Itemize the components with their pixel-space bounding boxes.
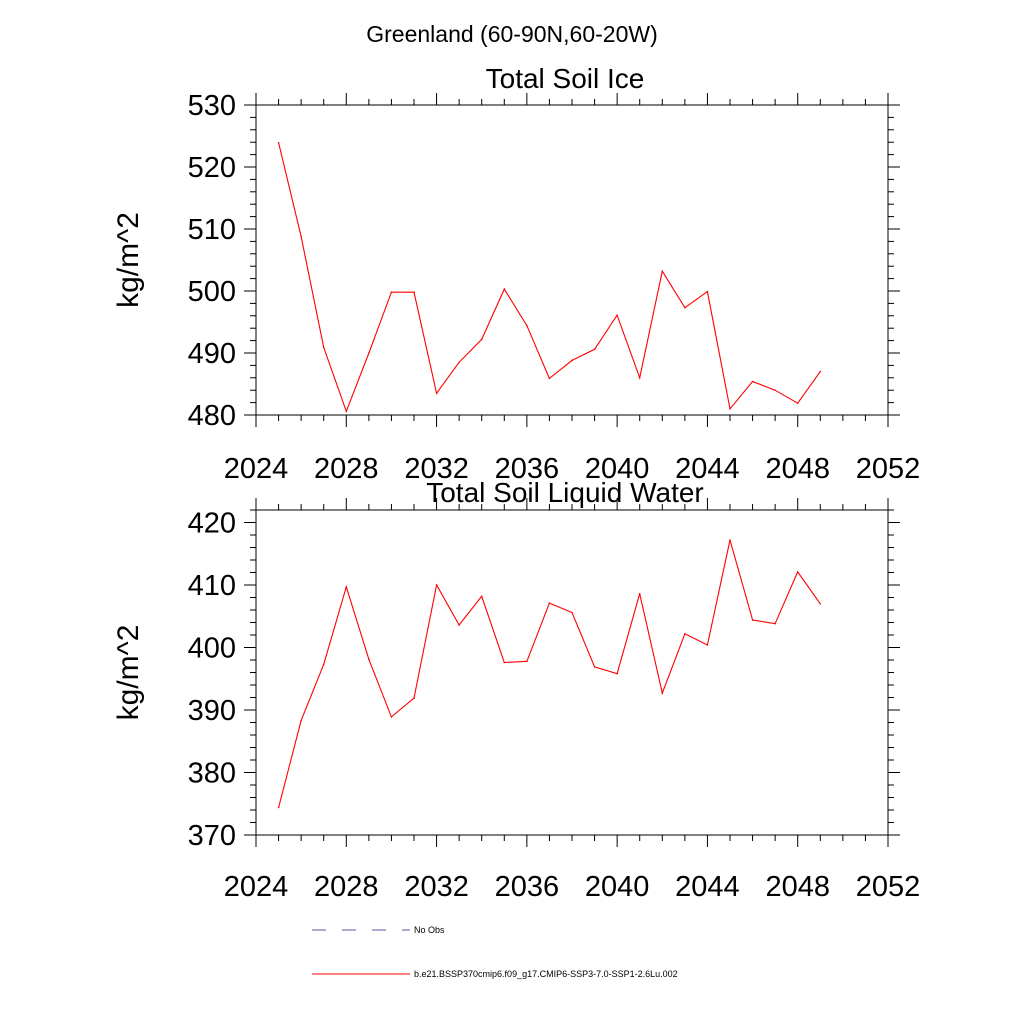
data-point — [277, 142, 280, 144]
data-point — [413, 697, 415, 699]
panel-title: Total Soil Liquid Water — [426, 477, 704, 508]
x-tick-label: 2040 — [585, 453, 650, 485]
data-point — [684, 633, 686, 635]
data-point — [322, 663, 325, 666]
data-point — [774, 622, 776, 625]
x-tick-label: 2048 — [765, 871, 830, 903]
data-point — [819, 370, 822, 373]
data-point — [638, 377, 641, 379]
data-point — [503, 288, 506, 290]
data-point — [277, 806, 280, 809]
data-point — [796, 402, 799, 405]
y-tick-label: 390 — [188, 695, 236, 727]
plot-frame — [255, 509, 889, 836]
data-point — [322, 346, 325, 349]
panel-soil-ice: Total Soil Ice kg/m^2 2024 2028 2032 2036 2040… — [112, 63, 920, 485]
plot-frame — [255, 104, 889, 416]
data-point — [774, 389, 776, 392]
x-tick-label: 2040 — [585, 871, 650, 903]
x-tick-label: 2044 — [675, 871, 740, 903]
x-tick-label: 2036 — [495, 453, 560, 485]
y-tick-label: 410 — [188, 570, 236, 602]
data-point — [526, 324, 528, 327]
data-point — [458, 624, 460, 626]
x-tick-label: 2028 — [314, 453, 379, 485]
y-tick-label: 420 — [188, 508, 236, 540]
data-point — [368, 352, 370, 354]
data-point — [751, 619, 754, 621]
x-tick-label: 2044 — [675, 453, 740, 485]
data-point — [729, 539, 731, 541]
data-point — [661, 270, 664, 273]
y-tick-label: 380 — [188, 758, 236, 790]
data-point — [480, 338, 483, 341]
panels: Total Soil Ice kg/m^2 2024 2028 2032 2036 2040… — [112, 63, 920, 903]
y-tick-label: 500 — [188, 276, 236, 308]
data-point — [571, 359, 573, 362]
data-point — [706, 644, 709, 646]
y-axis-label: kg/m^2 — [112, 625, 145, 721]
data-point — [616, 314, 618, 317]
y-tick-label: 520 — [188, 152, 236, 184]
data-point — [435, 392, 438, 395]
data-point — [390, 716, 393, 718]
data-point — [548, 377, 551, 380]
data-point — [729, 408, 731, 410]
data-point — [345, 410, 348, 413]
x-tick-label: 2032 — [404, 453, 469, 485]
data-point — [661, 692, 664, 694]
data-point — [526, 660, 528, 663]
data-point — [503, 661, 506, 664]
data-point — [616, 672, 618, 675]
data-point — [435, 584, 438, 586]
x-tick-label: 2052 — [856, 871, 921, 903]
y-tick-label: 510 — [188, 214, 236, 246]
x-tick-label: 2052 — [856, 453, 921, 485]
data-point — [480, 595, 483, 598]
x-tick-label: 2048 — [765, 453, 830, 485]
legend: No Obs b.e21.BSSP370cmip6.f09_g17.CMIP6-… — [312, 925, 678, 979]
data-point — [819, 603, 822, 605]
data-point — [593, 348, 596, 351]
data-point — [684, 306, 686, 309]
data-point — [706, 290, 709, 293]
legend-label-no-obs: No Obs — [414, 925, 445, 935]
series-line — [278, 539, 821, 808]
legend-label-model-run: b.e21.BSSP370cmip6.f09_g17.CMIP6-SSP3-7.… — [414, 969, 678, 979]
x-tick-label: 2032 — [404, 871, 469, 903]
data-point — [571, 611, 573, 614]
data-point — [458, 361, 460, 364]
data-point — [751, 380, 754, 383]
x-tick-label: 2024 — [224, 871, 289, 903]
data-point — [300, 235, 302, 238]
y-tick-label: 490 — [188, 338, 236, 370]
y-tick-label: 480 — [188, 400, 236, 432]
y-tick-label: 530 — [188, 90, 236, 122]
data-point — [345, 586, 348, 588]
data-point — [593, 666, 596, 668]
x-tick-label: 2028 — [314, 871, 379, 903]
figure-title: Greenland (60-90N,60-20W) — [366, 21, 657, 47]
data-point — [796, 571, 799, 573]
y-tick-label: 370 — [188, 820, 236, 852]
y-axis-label: kg/m^2 — [112, 212, 145, 308]
data-point — [548, 602, 551, 604]
panel-soil-liquid-water: Total Soil Liquid Water kg/m^2 2024 2028 203… — [112, 477, 920, 903]
panel-title: Total Soil Ice — [486, 63, 645, 94]
data-point — [300, 719, 302, 722]
series-line — [278, 142, 821, 413]
y-tick-label: 400 — [188, 633, 236, 665]
data-point — [413, 291, 415, 294]
x-tick-label: 2036 — [495, 871, 560, 903]
x-tick-label: 2024 — [224, 453, 289, 485]
data-point — [390, 291, 393, 294]
data-point — [368, 658, 370, 661]
data-point — [638, 592, 641, 595]
